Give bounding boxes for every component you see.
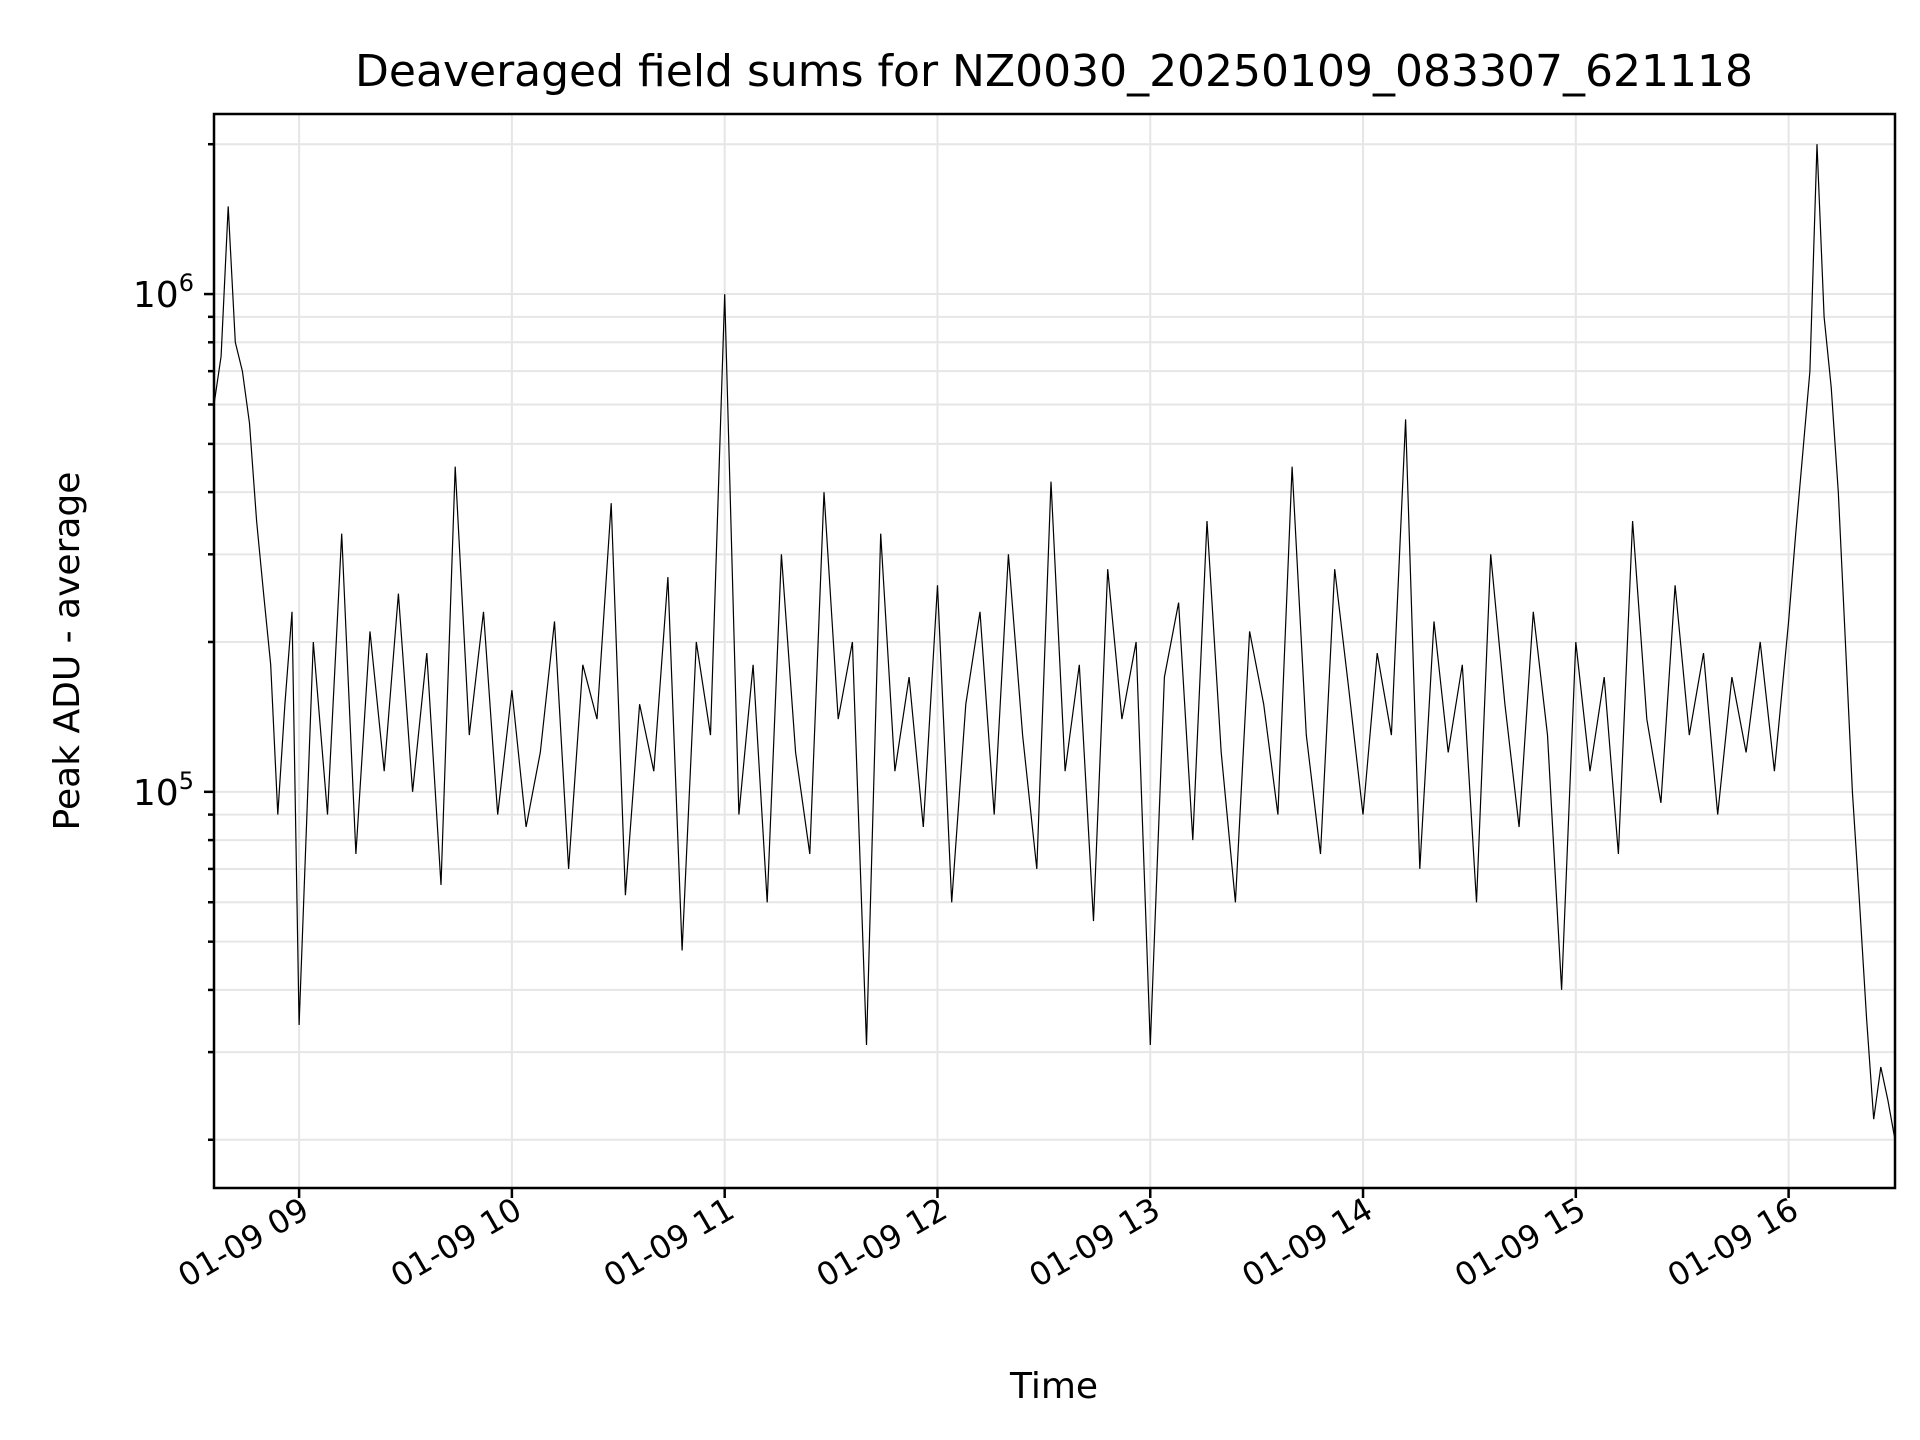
x-tick-label: 01-09 11 [597, 1190, 741, 1295]
x-tick-label: 01-09 12 [810, 1190, 954, 1295]
x-tick-label: 01-09 09 [172, 1190, 316, 1295]
x-axis-label: Time [1009, 1366, 1098, 1407]
x-tick-label: 01-09 13 [1023, 1190, 1167, 1295]
plot-frame [212, 112, 1897, 1190]
y-axis-label: Peak ADU - average [47, 472, 88, 831]
x-tick-label: 01-09 10 [384, 1190, 528, 1295]
y-tick-label: 105 [133, 767, 194, 814]
grid-lines [214, 114, 1895, 1188]
y-axis-ticks: 105 106 [133, 142, 214, 1142]
x-tick-label: 01-09 15 [1448, 1190, 1592, 1295]
chart-title: Deaveraged field sums for NZ0030_2025010… [355, 46, 1753, 97]
x-tick-label: 01-09 16 [1661, 1190, 1805, 1295]
y-tick-label: 106 [133, 269, 194, 316]
series-line [213, 144, 1896, 1140]
x-axis-ticks: 01-09 09 01-09 10 01-09 11 01-09 12 01-09 13… [172, 1188, 1805, 1295]
x-tick-label: 01-09 14 [1235, 1190, 1379, 1295]
